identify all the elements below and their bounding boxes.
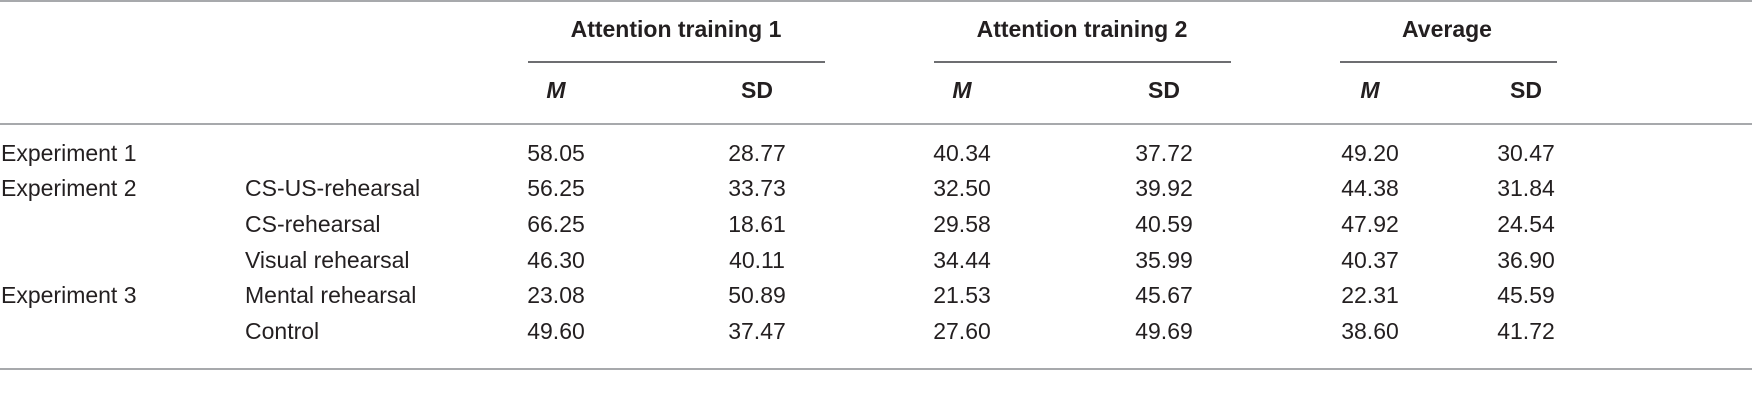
table-cell: 38.60: [1341, 318, 1399, 344]
table-cell: 40.11: [729, 247, 785, 273]
table-cell: 27.60: [933, 318, 991, 344]
group-header-attention-training-1: Attention training 1: [570, 16, 782, 42]
table-cell: 21.53: [933, 282, 991, 308]
row-condition-label: Visual rehearsal: [245, 247, 410, 273]
table-cell: 40.37: [1341, 247, 1399, 273]
row-experiment-label: Experiment 1: [1, 140, 137, 166]
top-rule: [0, 0, 1752, 2]
table-cell: 40.34: [933, 140, 991, 166]
row-condition-label: Mental rehearsal: [245, 282, 417, 308]
table-cell: 56.25: [527, 175, 585, 201]
table-cell: 32.50: [933, 175, 991, 201]
group-rule-average: [1340, 61, 1557, 63]
group-header-attention-training-2: Attention training 2: [976, 16, 1188, 42]
table-cell: 49.69: [1135, 318, 1193, 344]
table-cell: 46.30: [527, 247, 585, 273]
row-condition-label: Control: [245, 318, 320, 344]
sub-header-sd: SD: [741, 77, 773, 103]
table-cell: 49.20: [1341, 140, 1399, 166]
sub-header-m: M: [952, 77, 972, 103]
table-cell: 22.31: [1341, 282, 1399, 308]
sub-header-m: M: [1360, 77, 1380, 103]
row-condition-label: CS-rehearsal: [245, 211, 381, 237]
table-cell: 37.72: [1135, 140, 1193, 166]
table-cell: 31.84: [1497, 175, 1555, 201]
table-cell: 18.61: [728, 211, 786, 237]
table-cell: 37.47: [728, 318, 786, 344]
group-rule-attention-training-2: [934, 61, 1231, 63]
table-cell: 66.25: [527, 211, 585, 237]
sub-header-sd: SD: [1148, 77, 1180, 103]
table-cell: 36.90: [1497, 247, 1555, 273]
table-cell: 58.05: [527, 140, 585, 166]
row-experiment-label: Experiment 2: [1, 175, 137, 201]
table-cell: 35.99: [1135, 247, 1193, 273]
table-cell: 39.92: [1135, 175, 1193, 201]
table-cell: 28.77: [728, 140, 786, 166]
header-rule: [0, 123, 1752, 125]
row-condition-label: CS-US-rehearsal: [245, 175, 421, 201]
table-cell: 44.38: [1341, 175, 1399, 201]
table-cell: 23.08: [527, 282, 585, 308]
group-rule-attention-training-1: [528, 61, 825, 63]
table-cell: 34.44: [933, 247, 991, 273]
row-experiment-label: Experiment 3: [1, 282, 137, 308]
table-cell: 50.89: [728, 282, 786, 308]
table-cell: 49.60: [527, 318, 585, 344]
table-cell: 29.58: [933, 211, 991, 237]
table-cell: 47.92: [1341, 211, 1399, 237]
bottom-rule: [0, 368, 1752, 370]
group-header-average: Average: [1402, 16, 1492, 42]
table-cell: 24.54: [1497, 211, 1555, 237]
table-cell: 41.72: [1497, 318, 1555, 344]
table-cell: 33.73: [728, 175, 786, 201]
table-cell: 30.47: [1497, 140, 1555, 166]
sub-header-m: M: [546, 77, 566, 103]
table-cell: 45.67: [1135, 282, 1193, 308]
table-cell: 45.59: [1497, 282, 1555, 308]
table-cell: 40.59: [1135, 211, 1193, 237]
sub-header-sd: SD: [1510, 77, 1542, 103]
